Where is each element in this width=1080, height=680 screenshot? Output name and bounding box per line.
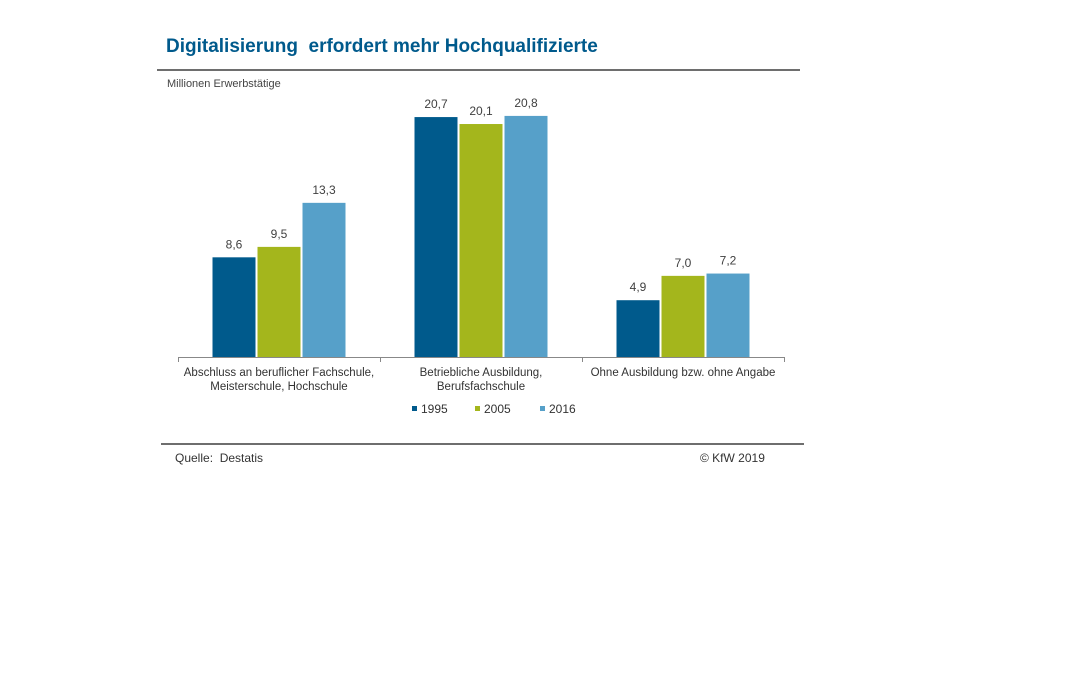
bar [706,273,750,357]
data-label: 20,1 [469,104,493,118]
legend-label: 2005 [484,402,511,416]
bar [257,246,301,357]
bottom-divider [161,443,804,445]
legend-swatch [412,406,417,411]
data-label: 20,7 [424,97,448,111]
bar [661,275,705,357]
data-label: 9,5 [271,227,288,241]
bar [414,117,458,358]
bar [459,124,503,357]
x-tick-label: Abschluss an beruflicher Fachschule, [184,367,375,379]
data-label: 20,8 [514,96,538,110]
legend-label: 1995 [421,402,448,416]
x-tick-label: Ohne Ausbildung bzw. ohne Angabe [591,367,776,379]
data-label: 4,9 [630,280,647,294]
legend-swatch [540,406,545,411]
bar [302,202,346,357]
top-divider [157,69,800,71]
legend-swatch [475,406,480,411]
data-label: 8,6 [226,237,243,251]
legend-label: 2016 [549,402,576,416]
chart-title: Digitalisierung erfordert mehr Hochquali… [166,36,598,57]
data-label: 13,3 [312,183,336,197]
x-tick-label: Betriebliche Ausbildung, [420,367,543,379]
bar [504,115,548,357]
source-note: Quelle: Destatis [175,451,264,465]
copyright-note: © KfW 2019 [700,451,765,465]
y-unit-label: Millionen Erwerbstätige [167,78,281,90]
x-tick-label: Berufsfachschule [437,381,525,393]
bar [616,300,660,357]
data-label: 7,0 [675,256,692,270]
bar [212,257,256,357]
x-tick-label: Meisterschule, Hochschule [210,381,347,393]
data-label: 7,2 [720,254,737,268]
